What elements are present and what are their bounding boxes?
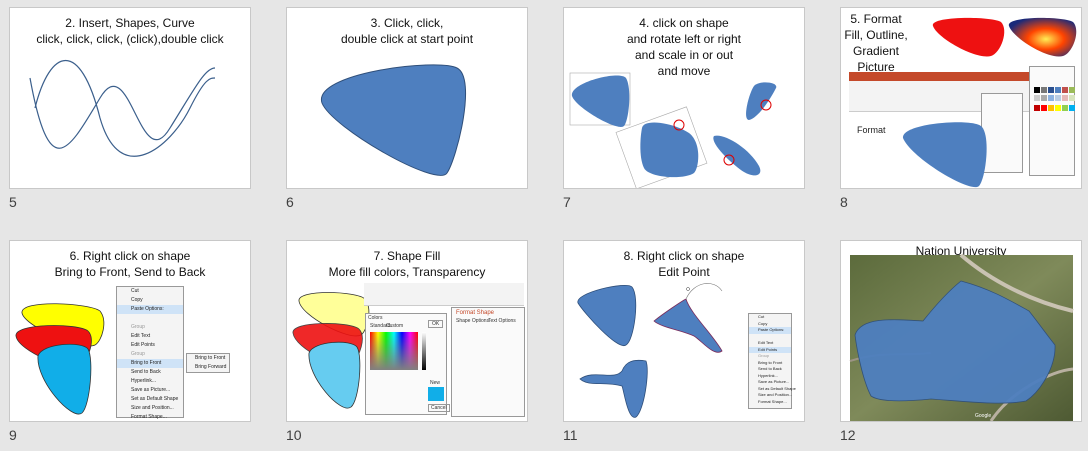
- menu-item-paste-options[interactable]: Paste Options:: [749, 327, 791, 334]
- slide-number: 8: [840, 194, 848, 210]
- menu-item-cut[interactable]: Cut: [758, 314, 765, 319]
- slide-title: 2. Insert, Shapes, Curve click, click, c…: [36, 16, 224, 46]
- slide-thumbnail-5[interactable]: 2. Insert, Shapes, Curve click, click, c…: [9, 7, 251, 189]
- slide-thumbnail-10[interactable]: 7. Shape Fill More fill colors, Transpar…: [286, 240, 528, 422]
- context-menu: Cut Copy Paste Options: Group Edit Text …: [116, 286, 184, 420]
- slide-title: Nation University: [915, 244, 1007, 258]
- map-credit: Google: [975, 413, 992, 419]
- menu-item-group[interactable]: Group: [758, 353, 770, 358]
- new-color-swatch: [428, 387, 444, 401]
- menu-item-save-as-picture[interactable]: Save as Picture...: [758, 379, 790, 384]
- context-menu: Cut Copy Paste Options: Edit Text Edit P…: [748, 313, 796, 409]
- menu-item-paste-icons[interactable]: [117, 314, 183, 323]
- slide-number: 6: [286, 194, 294, 210]
- menu-item-cut[interactable]: Cut: [131, 288, 139, 294]
- menu-item-group[interactable]: Group: [131, 351, 145, 357]
- format-shapes: [932, 17, 1077, 57]
- slide-title: 8. Right click on shape Edit Point: [623, 249, 745, 279]
- menu-item-hyperlink[interactable]: Hyperlink...: [131, 378, 157, 384]
- submenu-bring-to-front[interactable]: Bring to Front: [195, 355, 226, 361]
- menu-item-set-default-shape[interactable]: Set as Default Shape: [758, 385, 796, 391]
- slide-thumbnail-6[interactable]: 3. Click, click, double click at start p…: [286, 7, 528, 189]
- stacked-shapes: [15, 303, 105, 415]
- slide-thumbnail-7[interactable]: 4. click on shape and rotate left or rig…: [563, 7, 805, 189]
- slide-title: 5. Format Fill, Outline, Gradient Pictur…: [844, 12, 908, 74]
- menu-item-bring-to-front[interactable]: Bring to Front: [758, 359, 783, 365]
- format-shape-pane: Format Shape Shape Options Text Options: [451, 307, 525, 417]
- slide-number: 9: [9, 427, 17, 443]
- menu-item-edit-text[interactable]: Edit Text: [758, 340, 774, 345]
- menu-item-format-shape[interactable]: Format Shape...: [131, 414, 167, 420]
- luminance-slider[interactable]: [422, 332, 426, 370]
- slide-title: 3. Click, click, double click at start p…: [340, 16, 474, 46]
- tab-text-options[interactable]: Text Options: [488, 318, 516, 324]
- slide-number: 12: [840, 427, 856, 443]
- slide-title: 6. Right click on shape Bring to Front, …: [54, 249, 206, 279]
- slide-number: 11: [563, 427, 578, 443]
- slide-thumbnail-9[interactable]: 6. Right click on shape Bring to Front, …: [9, 240, 251, 422]
- slide-number: 5: [9, 194, 17, 210]
- menu-item-set-default-shape[interactable]: Set as Default Shape: [131, 396, 179, 402]
- slide-thumbnail-11[interactable]: 8. Right click on shape Edit Point Cut C…: [563, 240, 805, 422]
- menu-item-bring-to-front[interactable]: Bring to Front: [117, 359, 183, 368]
- menu-item-send-to-back[interactable]: Send to Back: [131, 369, 161, 375]
- menu-item-hyperlink[interactable]: Hyperlink...: [758, 372, 779, 378]
- triangle-shape: [321, 64, 467, 176]
- rotated-shapes: [569, 72, 777, 188]
- satellite-map: [849, 253, 1074, 421]
- menu-item-save-as-picture[interactable]: Save as Picture...: [131, 387, 171, 393]
- menu-item-copy[interactable]: Copy: [131, 297, 143, 303]
- cancel-button[interactable]: Cancel: [428, 404, 450, 412]
- slide-title: 7. Shape Fill More fill colors, Transpar…: [328, 249, 486, 279]
- colors-dialog: Colors Standard Custom OK Cancel New: [365, 313, 450, 415]
- menu-item-size-position[interactable]: Size and Position...: [131, 405, 174, 411]
- menu-item-size-position[interactable]: Size and Position...: [758, 392, 793, 397]
- curve-drawing: [29, 59, 216, 157]
- submenu: Bring to Front Bring Forward: [186, 353, 230, 373]
- slide-thumbnail-8[interactable]: 5. Format Fill, Outline, Gradient Pictur…: [840, 7, 1082, 189]
- tab-standard[interactable]: Standard: [370, 323, 391, 329]
- tab-custom[interactable]: Custom: [386, 323, 404, 329]
- menu-item-edit-points[interactable]: Edit Points: [749, 346, 791, 353]
- menu-item-edit-points[interactable]: Edit Points: [131, 342, 155, 348]
- slide-title: 4. click on shape and rotate left or rig…: [626, 16, 742, 78]
- slide-number: 7: [563, 194, 571, 210]
- menu-item-copy[interactable]: Copy: [758, 320, 768, 326]
- menu-item-edit-text[interactable]: Edit Text: [131, 333, 151, 339]
- slide-thumbnail-12[interactable]: Nation University Google: [840, 240, 1082, 422]
- slide-number: 10: [286, 427, 302, 443]
- submenu-bring-forward[interactable]: Bring Forward: [195, 364, 227, 370]
- menu-item-format-shape[interactable]: Format Shape...: [758, 398, 787, 404]
- color-spectrum[interactable]: [370, 332, 418, 370]
- menu-item-paste-options[interactable]: Paste Options:: [117, 305, 183, 314]
- menu-item-send-to-back[interactable]: Send to Back: [758, 366, 782, 371]
- tab-shape-options[interactable]: Shape Options: [456, 318, 490, 324]
- fill-shapes: [292, 292, 370, 409]
- ok-button[interactable]: OK: [428, 320, 444, 328]
- format-label: Format: [857, 125, 886, 135]
- menu-item-group-top[interactable]: Group: [131, 324, 145, 330]
- edit-point-shapes: [577, 283, 723, 418]
